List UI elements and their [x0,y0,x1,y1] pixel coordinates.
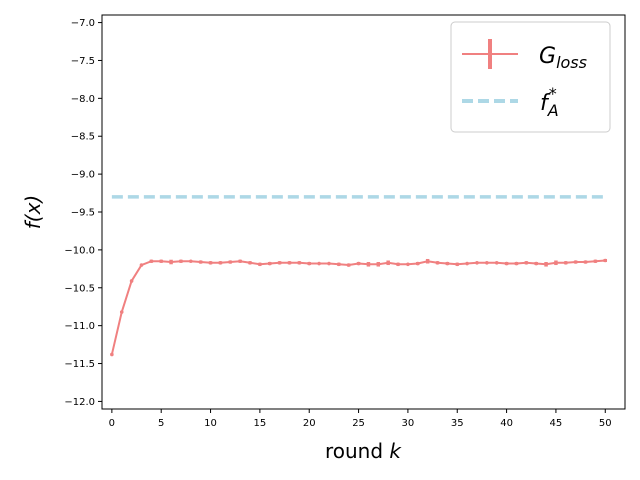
y-tick-label: −10.0 [64,245,95,256]
data-point [189,259,193,264]
data-point [406,262,410,267]
x-tick-label: 0 [109,418,115,429]
y-axis-label: f(x) [21,195,45,229]
data-point [544,262,548,267]
data-point [603,258,608,263]
x-tick-label: 35 [451,418,464,429]
legend-gloss-label: Gloss [539,44,587,72]
data-point [297,260,302,265]
data-point [366,262,371,267]
data-point [228,260,233,264]
data-point [415,261,420,266]
data-point [119,310,124,314]
legend-fa-sub: A [547,101,559,120]
x-axis-label-text: round [325,439,383,463]
x-tick-label: 30 [402,418,415,429]
x-tick-label: 45 [550,418,563,429]
y-tick-label: −11.0 [64,321,95,332]
y-tick-label: −9.5 [71,208,95,219]
y-tick-label: −7.5 [71,56,95,67]
x-tick-label: 50 [599,418,612,429]
data-point [218,260,223,265]
data-point [455,262,460,267]
data-point [563,260,568,265]
data-point [337,262,341,267]
data-point [169,260,173,264]
data-point [465,261,469,266]
data-point [583,260,588,264]
data-point [425,259,430,264]
series-layer [110,195,608,357]
data-point [149,259,154,264]
y-tick-label: −12.0 [64,397,95,408]
y-tick-label: −9.0 [71,170,95,181]
series-line-gloss [110,259,606,355]
data-point [258,262,262,267]
y-axis-ticks: −12.0 −11.5 −11.0 −10.5 −10.0 −9.5 −9.0 −8.5 −8.… [64,18,102,408]
y-tick-label: −8.5 [71,132,95,143]
data-point [485,260,489,265]
data-point [267,261,272,266]
legend-fa-main: f [540,91,551,116]
data-point [287,260,292,265]
legend-gloss-main: G [539,44,556,69]
legend-fa-label: f* A [540,84,559,120]
data-point [198,260,203,264]
data-point [238,259,242,264]
data-point [524,260,529,265]
data-point [475,260,479,265]
data-point [159,259,164,264]
data-point [504,261,509,266]
data-point [593,259,598,264]
data-point [129,279,134,283]
x-tick-label: 10 [204,418,217,429]
data-point [110,352,114,357]
data-point [248,260,252,265]
x-tick-label: 15 [254,418,267,429]
x-tick-label: 5 [158,418,164,429]
data-point [534,261,538,266]
y-tick-label: −8.0 [71,94,95,105]
data-point [435,260,440,265]
data-point [307,261,312,266]
legend-fa-sup: * [549,84,557,103]
legend-gloss-sub: loss [556,53,587,72]
data-point [514,261,519,266]
x-tick-label: 20 [303,418,316,429]
data-point [277,260,282,265]
x-tick-label: 25 [352,418,365,429]
data-point [139,263,144,267]
data-point [573,260,578,264]
data-point [208,260,213,265]
data-point [356,261,361,266]
x-tick-label: 40 [500,418,513,429]
data-point [327,261,331,266]
data-point [317,261,321,266]
data-point [445,261,450,266]
data-point [376,262,381,267]
legend-box [450,21,611,133]
x-axis-ticks: 0 5 10 15 20 25 30 35 40 45 50 [109,409,612,429]
y-tick-label: −11.5 [64,359,95,370]
y-tick-label: −7.0 [71,18,95,29]
data-point [396,262,400,267]
data-point [554,260,558,265]
x-axis-label-var: k [389,439,402,463]
data-point [346,263,351,267]
data-point [494,260,499,265]
data-point [386,260,390,265]
x-axis-label: round k [325,439,402,463]
y-tick-label: −10.5 [64,283,95,294]
data-point [179,259,183,264]
legend: Gloss f* A [450,21,611,133]
